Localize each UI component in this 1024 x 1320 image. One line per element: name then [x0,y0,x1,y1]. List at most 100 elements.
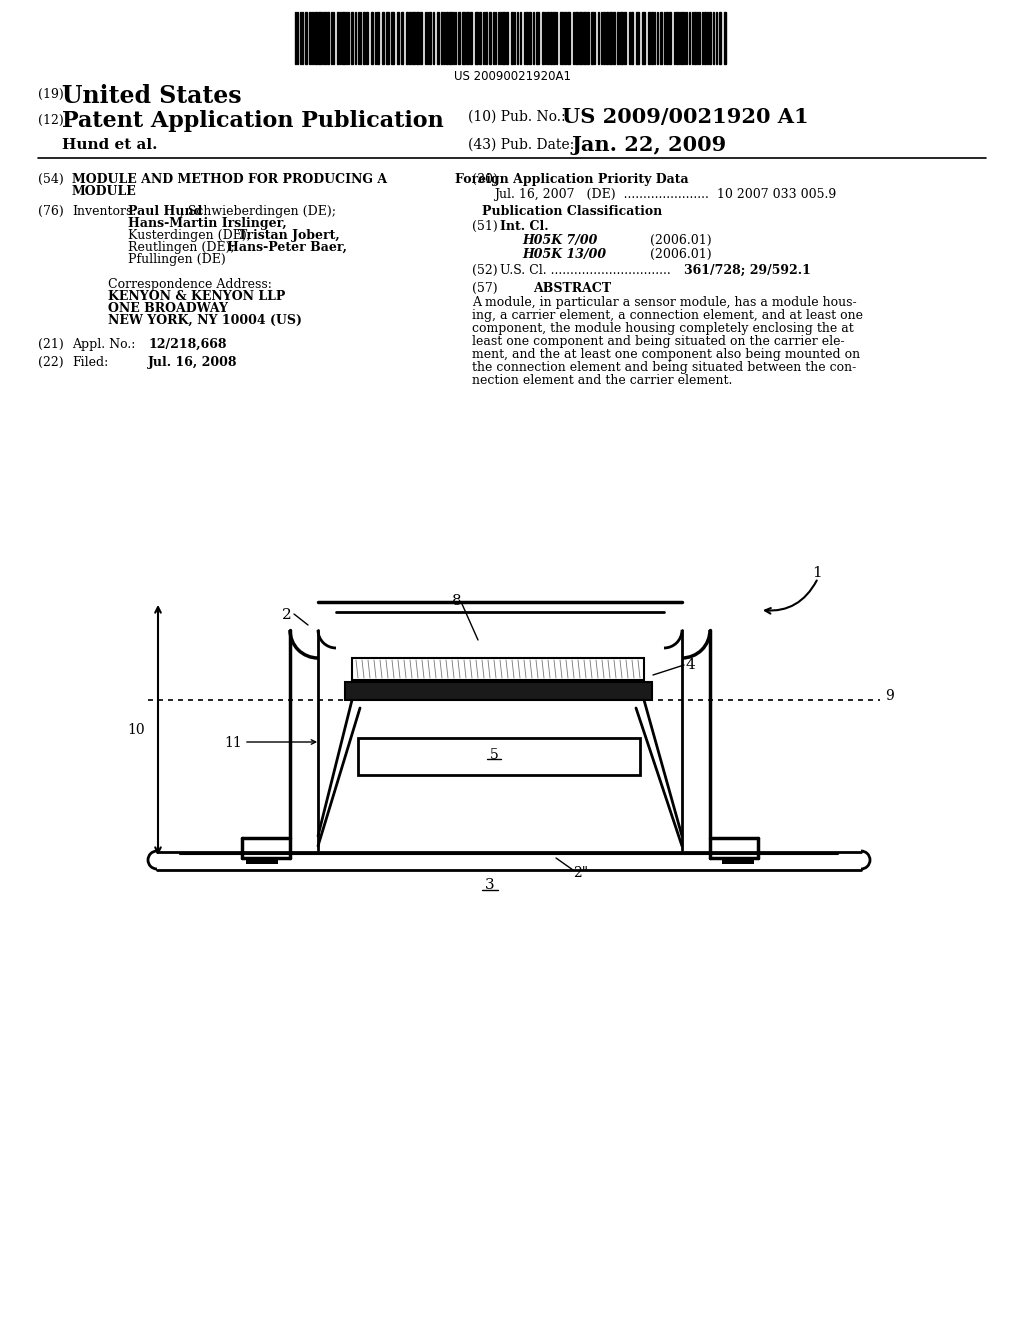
Text: 9: 9 [885,689,894,704]
Bar [382,12,384,63]
Bar [620,12,623,63]
Text: (43) Pub. Date:: (43) Pub. Date: [468,139,574,152]
Bar [358,738,640,775]
FancyArrowPatch shape [247,739,315,744]
Bar [420,12,422,63]
Text: Patent Application Publication: Patent Application Publication [62,110,443,132]
Bar [550,12,552,63]
Bar [315,12,317,63]
Bar [506,12,508,63]
Text: 361/728; 29/592.1: 361/728; 29/592.1 [684,264,811,277]
Text: (51): (51) [472,220,498,234]
Bar [694,12,696,63]
Bar [479,12,481,63]
Text: 11: 11 [224,737,242,750]
Text: 8: 8 [452,594,462,609]
Text: ONE BROADWAY: ONE BROADWAY [108,302,228,315]
Bar [327,12,329,63]
Text: Int. Cl.: Int. Cl. [500,220,549,234]
Bar [567,12,570,63]
Text: Publication Classification: Publication Classification [482,205,663,218]
Text: (19): (19) [38,88,63,102]
Text: ing, a carrier element, a connection element, and at least one: ing, a carrier element, a connection ele… [472,309,863,322]
Bar [337,12,339,63]
Text: (21): (21) [38,338,63,351]
Bar [466,12,469,63]
Text: US 20090021920A1: US 20090021920A1 [454,70,570,83]
Text: 3: 3 [485,878,495,892]
Text: 2": 2" [573,866,588,880]
Bar [416,12,419,63]
Text: (30): (30) [472,173,498,186]
Text: A module, in particular a sensor module, has a module hous-: A module, in particular a sensor module,… [472,296,857,309]
Bar [397,12,399,63]
Bar [676,12,678,63]
Bar [651,12,653,63]
Bar [470,12,472,63]
Bar [401,12,403,63]
Bar [579,12,582,63]
Bar [342,12,345,63]
Bar [547,12,549,63]
Bar [502,12,505,63]
Bar [724,12,726,63]
Text: (57): (57) [472,282,498,294]
Text: MODULE AND METHOD FOR PRODUCING A: MODULE AND METHOD FOR PRODUCING A [72,173,387,186]
Text: Jan. 22, 2009: Jan. 22, 2009 [572,135,727,154]
Text: (76): (76) [38,205,63,218]
Bar [386,12,389,63]
Bar [660,12,662,63]
Text: 10: 10 [127,723,145,737]
Text: Reutlingen (DE);: Reutlingen (DE); [128,242,239,253]
Bar [617,12,618,63]
Bar [526,12,528,63]
Text: Pfullingen (DE): Pfullingen (DE) [128,253,225,267]
FancyArrowPatch shape [765,581,817,614]
Text: Appl. No.:: Appl. No.: [72,338,135,351]
Bar [305,12,307,63]
Text: 4: 4 [686,657,695,672]
Bar [391,12,394,63]
Bar [437,12,439,63]
Bar [449,12,452,63]
Text: Jul. 16, 2007   (DE)  ......................  10 2007 033 005.9: Jul. 16, 2007 (DE) .....................… [494,187,837,201]
Text: Jul. 16, 2008: Jul. 16, 2008 [148,356,238,370]
Bar [636,12,639,63]
Bar [613,12,615,63]
Bar [475,12,478,63]
Bar [722,858,754,865]
Bar [366,12,368,63]
Bar [441,12,443,63]
Text: (22): (22) [38,356,63,370]
Bar [446,12,449,63]
Bar [246,858,278,865]
Bar [409,12,411,63]
Text: US 2009/0021920 A1: US 2009/0021920 A1 [562,107,809,127]
Bar [606,12,608,63]
Bar [318,12,321,63]
Text: Hund et al.: Hund et al. [62,139,158,152]
Text: Paul Hund: Paul Hund [128,205,203,218]
Bar [371,12,373,63]
Text: H05K 13/00: H05K 13/00 [522,248,606,261]
Text: 12/218,668: 12/218,668 [148,338,226,351]
Text: Inventors:: Inventors: [72,205,136,218]
Text: (2006.01): (2006.01) [650,234,712,247]
Bar [536,12,539,63]
Bar [681,12,683,63]
Bar [458,12,460,63]
Bar [529,12,531,63]
Text: Correspondence Address:: Correspondence Address: [108,279,272,290]
Text: (52): (52) [472,264,498,277]
Text: (10) Pub. No.:: (10) Pub. No.: [468,110,565,124]
Text: (12): (12) [38,114,63,127]
Bar [631,12,633,63]
Bar [406,12,408,63]
Text: MODULE: MODULE [72,185,137,198]
Text: U.S. Cl. ...............................: U.S. Cl. ............................... [500,264,671,277]
Bar [345,682,652,700]
Bar [489,12,490,63]
Bar [666,12,668,63]
Bar [412,12,415,63]
Bar [591,12,593,63]
